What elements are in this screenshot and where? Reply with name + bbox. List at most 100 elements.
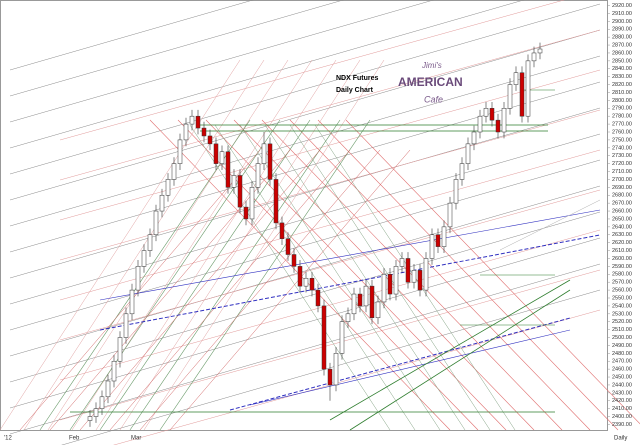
y-tick-label: 2550.00 [612, 295, 632, 301]
trend-line [99, 119, 311, 431]
y-tick-label: 2890.00 [612, 27, 632, 33]
candle-body [177, 139, 183, 164]
candle-body [501, 108, 507, 133]
trend-line [9, 133, 601, 305]
trend-line [329, 279, 571, 421]
trend-line [47, 59, 289, 431]
y-tick-label: 2640.00 [612, 224, 632, 230]
y-tick-label: 2540.00 [612, 303, 632, 309]
y-tick-label: 2800.00 [612, 98, 632, 104]
candle-body [201, 127, 207, 137]
candle-body [123, 313, 129, 338]
candle-body [345, 313, 351, 322]
y-tick-label: 2450.00 [612, 374, 632, 380]
y-tick-label: 2880.00 [612, 35, 632, 41]
trend-line [95, 59, 337, 431]
trend-line [499, 199, 601, 251]
logo-text: AMERICAN [398, 75, 463, 89]
trend-line [9, 185, 601, 357]
candle-body [369, 285, 375, 319]
y-tick-label: 2700.00 [612, 177, 632, 183]
candle-body [321, 305, 327, 370]
chart-subtitle: Daily Chart [336, 87, 374, 94]
y-tick-label: 2590.00 [612, 264, 632, 270]
y-tick-label: 2500.00 [612, 335, 632, 341]
y-tick-label: 2620.00 [612, 240, 632, 246]
trend-line [9, 211, 601, 383]
y-tick-label: 2770.00 [612, 122, 632, 128]
candle-body [297, 266, 303, 287]
candle-body [519, 72, 525, 117]
candle-body [471, 131, 477, 145]
candle-body [147, 234, 153, 251]
y-tick-label: 2630.00 [612, 232, 632, 238]
y-tick-label: 2610.00 [612, 248, 632, 254]
candle-body [219, 151, 225, 164]
candle-body [267, 143, 273, 180]
y-tick-label: 2750.00 [612, 137, 632, 143]
y-tick-label: 2410.00 [612, 406, 632, 412]
candle-body [531, 52, 537, 62]
y-tick-label: 2400.00 [612, 414, 632, 420]
trend-line [9, 0, 254, 71]
y-tick-label: 2790.00 [612, 106, 632, 112]
trend-line [189, 124, 391, 431]
candle-body [357, 293, 363, 307]
candle-body [207, 135, 213, 145]
candle-body [417, 270, 423, 291]
candle-body [489, 108, 495, 121]
trend-line [9, 81, 601, 253]
candle-body [87, 416, 93, 421]
x-tick-label: Mar [131, 436, 141, 442]
candle-body [441, 226, 447, 247]
y-tick-label: 2860.00 [612, 50, 632, 56]
candle-body [273, 179, 279, 224]
candle-body [333, 353, 339, 386]
candle-body [261, 143, 267, 164]
candle-body [405, 258, 411, 283]
trend-line [119, 59, 361, 431]
candle-body [111, 360, 117, 382]
candle-body [153, 210, 159, 236]
trend-line [169, 149, 411, 431]
y-tick-label: 2660.00 [612, 209, 632, 215]
y-tick-label: 2870.00 [612, 43, 632, 49]
trend-line [59, 269, 601, 421]
y-tick-label: 2740.00 [612, 145, 632, 151]
trend-line [39, 119, 251, 431]
y-tick-label: 2840.00 [612, 66, 632, 72]
y-tick-label: 2670.00 [612, 201, 632, 207]
candle-body [117, 337, 123, 362]
candle-body [243, 206, 249, 220]
trend-line [59, 0, 565, 141]
candle-body [291, 254, 297, 267]
y-tick-label: 2710.00 [612, 169, 632, 175]
trend-line [59, 189, 601, 341]
y-tick-label: 2730.00 [612, 153, 632, 159]
candle-body [99, 396, 105, 409]
candle-body [363, 285, 369, 307]
y-tick-label: 2720.00 [612, 161, 632, 167]
y-tick-label: 2810.00 [612, 90, 632, 96]
candle-body [459, 163, 465, 180]
trend-line [9, 3, 601, 175]
trend-line [59, 229, 601, 381]
candle-body [483, 108, 489, 117]
trend-line [59, 149, 601, 301]
x-tick-label: Feb [69, 436, 80, 442]
candle-body [507, 84, 513, 109]
trend-line [264, 124, 466, 431]
candle-body [525, 60, 531, 117]
candle-body [423, 258, 429, 291]
candle-body [135, 266, 141, 291]
y-tick-label: 2910.00 [612, 11, 632, 17]
candle-body [477, 115, 483, 133]
candle-body [429, 234, 435, 259]
candle-body [339, 321, 345, 354]
trend-line [229, 317, 571, 411]
candle-body [399, 258, 405, 267]
candle-body [435, 234, 441, 247]
trend-line [99, 209, 601, 301]
candle-body [189, 115, 195, 125]
